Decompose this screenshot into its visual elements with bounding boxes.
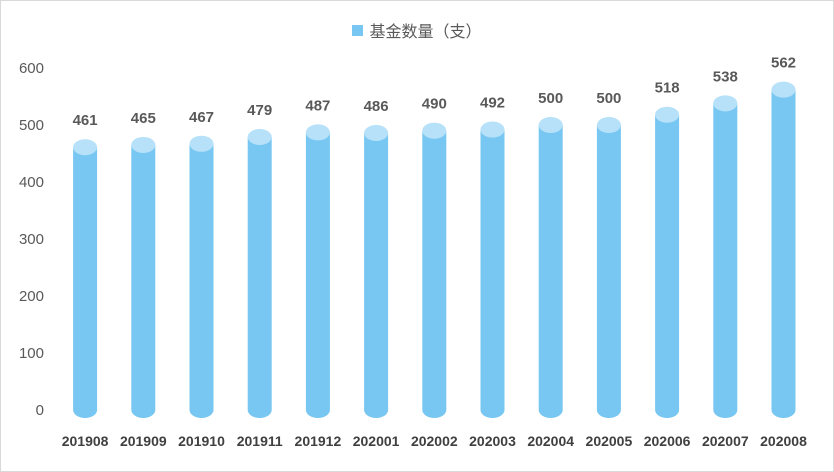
y-tick-label: 300	[19, 231, 44, 248]
bar	[538, 125, 563, 418]
x-tick-label: 201909	[120, 433, 167, 449]
x-tick-label: 201910	[178, 433, 225, 449]
data-label: 467	[189, 109, 214, 126]
data-label: 479	[247, 102, 272, 119]
x-tick-label: 201908	[62, 433, 109, 449]
bar	[247, 136, 272, 418]
x-tick-label: 201911	[237, 433, 283, 449]
y-tick-label: 500	[19, 117, 44, 134]
data-label: 538	[713, 68, 738, 85]
x-tick-label: 202003	[469, 433, 516, 449]
bar	[73, 147, 98, 419]
data-label: 487	[305, 97, 330, 114]
bar-top	[655, 106, 680, 123]
bar	[655, 114, 680, 419]
y-tick-label: 400	[19, 174, 44, 191]
legend: 基金数量（支）	[0, 18, 834, 42]
data-label: 486	[364, 98, 389, 115]
data-label: 562	[771, 55, 796, 72]
bar-top	[131, 136, 156, 153]
bar	[596, 125, 621, 418]
x-tick-label: 202002	[411, 433, 458, 449]
data-label: 518	[655, 80, 680, 97]
x-tick-label: 201912	[295, 433, 342, 449]
data-label: 461	[73, 112, 98, 129]
legend-label: 基金数量（支）	[369, 22, 482, 41]
bar-top	[596, 117, 621, 133]
bar-top	[422, 122, 447, 139]
bar	[131, 144, 156, 418]
x-tick-label: 202006	[644, 433, 691, 449]
bar-top	[73, 139, 98, 156]
data-label: 492	[480, 95, 505, 112]
bar	[480, 129, 505, 418]
y-tick-label: 200	[19, 288, 44, 305]
data-label: 465	[131, 110, 156, 127]
x-tick-label: 202007	[702, 433, 749, 449]
data-label: 490	[422, 96, 447, 113]
legend-swatch	[352, 24, 364, 36]
bar	[305, 132, 330, 418]
bar	[771, 89, 796, 418]
bar-top	[247, 128, 272, 145]
x-tick-label: 202005	[586, 433, 633, 449]
bar	[422, 130, 447, 418]
bar-top	[189, 135, 214, 152]
x-tick-label: 202004	[527, 433, 574, 449]
y-tick-label: 0	[36, 402, 44, 419]
bar	[189, 143, 214, 418]
bar-top	[771, 81, 796, 98]
y-tick-label: 600	[19, 60, 44, 77]
bar	[364, 132, 389, 419]
bar-top	[538, 117, 563, 133]
bar-top	[305, 124, 330, 141]
x-tick-label: 202008	[760, 433, 807, 449]
x-tick-label: 202001	[353, 433, 400, 449]
bar-top	[713, 95, 738, 112]
y-tick-label: 100	[19, 345, 44, 362]
data-label: 500	[538, 90, 563, 107]
bar	[713, 103, 738, 418]
data-label: 500	[596, 90, 621, 107]
bar-top	[364, 124, 389, 141]
bar-top	[480, 121, 505, 138]
